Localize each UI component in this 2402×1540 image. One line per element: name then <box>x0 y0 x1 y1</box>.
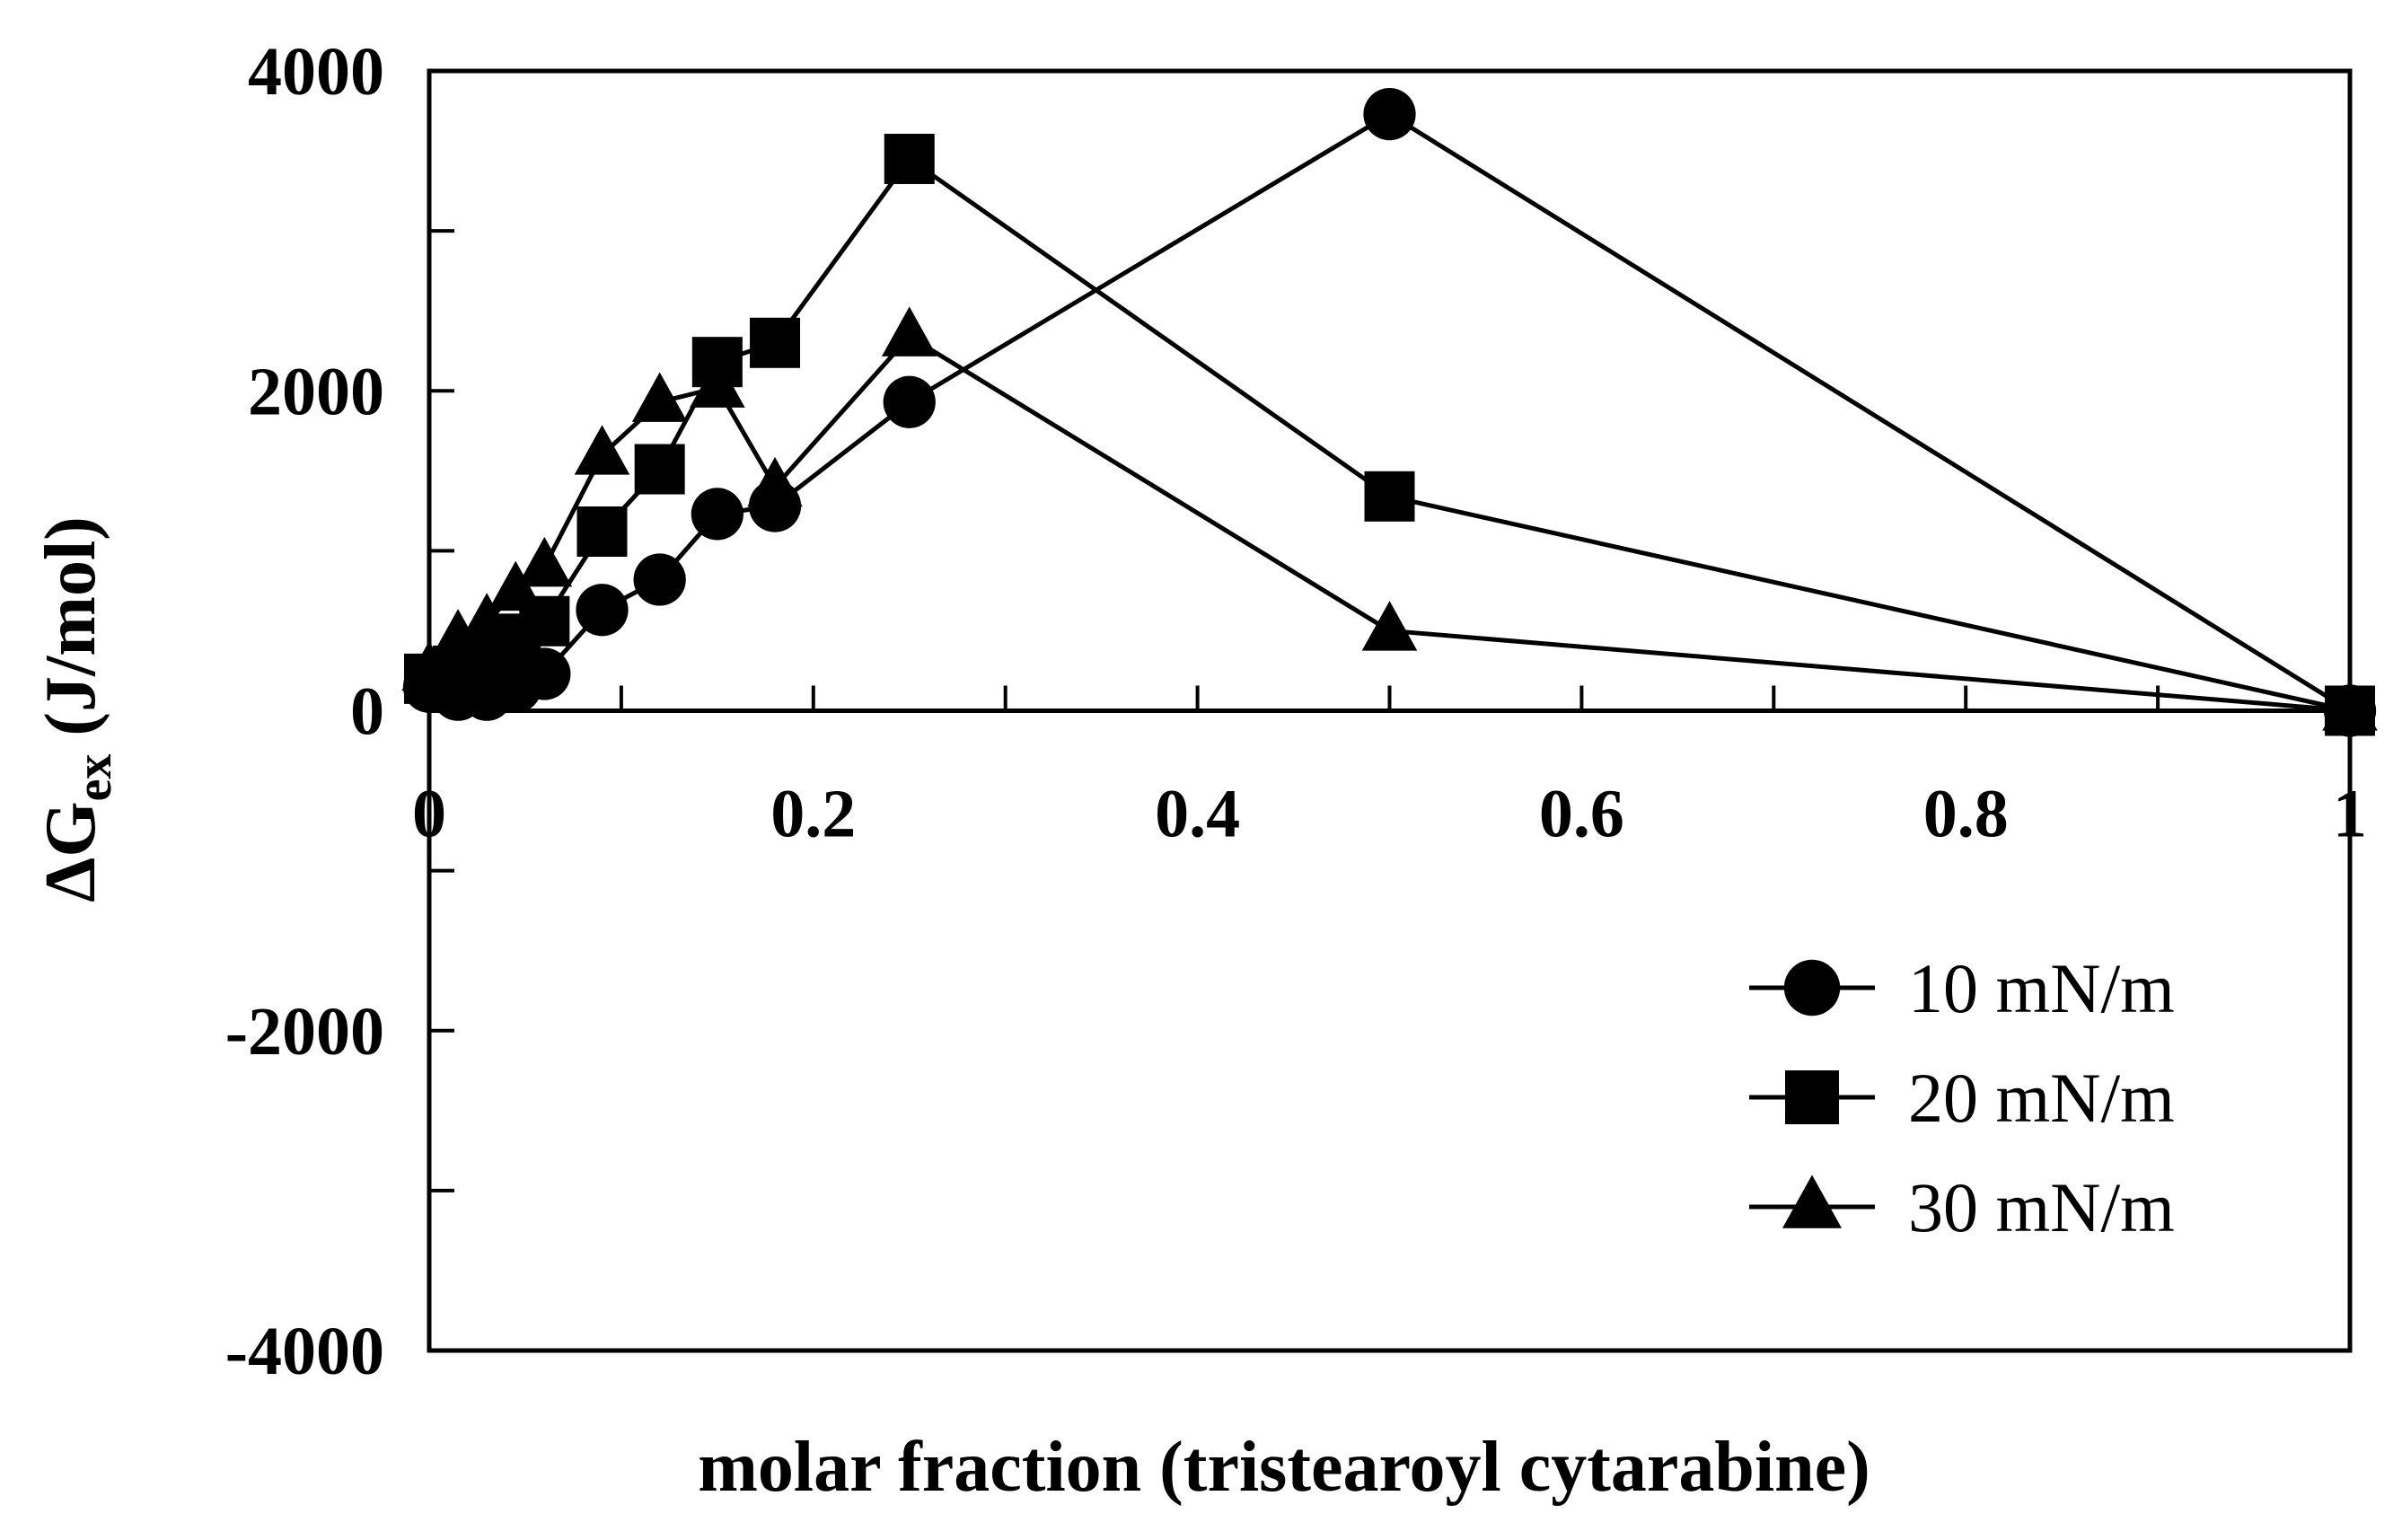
x-tick-label: 0.6 <box>1539 777 1624 852</box>
y-tick-label: 0 <box>350 674 384 750</box>
data-point-square <box>884 133 935 184</box>
data-point-square <box>634 444 685 495</box>
tick-labels: 0 0.2 0.4 0.6 0.8 1 -4000 -2000 0 2000 4000 <box>225 34 2367 1389</box>
data-point-triangle <box>488 560 544 612</box>
data-point-triangle <box>459 593 515 643</box>
data-point-triangle <box>2322 681 2378 731</box>
legend-label: 30 mN/m <box>1908 1168 2175 1246</box>
x-tick-label: 0 <box>412 777 446 852</box>
y-tick-label: 2000 <box>248 354 384 429</box>
y-axis-title: ΔGex (J/mol) <box>31 516 122 902</box>
legend-marker-square <box>1785 1070 1839 1124</box>
y-axis-title-main: ΔG <box>31 801 110 902</box>
x-tick-label: 0.2 <box>770 777 856 852</box>
legend-label: 10 mN/m <box>1908 949 2175 1027</box>
data-point-square <box>750 317 801 368</box>
y-axis-title-unit: (J/mol) <box>31 516 110 753</box>
data-point-triangle <box>881 306 937 356</box>
x-tick-label: 0.8 <box>1923 777 2009 852</box>
data-point-triangle <box>1361 601 1418 651</box>
legend-marker-circle <box>1783 959 1841 1016</box>
legend-marker-triangle <box>1782 1175 1842 1228</box>
data-point-triangle <box>516 536 573 587</box>
data-point-square <box>1364 471 1415 522</box>
data-point-triangle <box>401 640 457 691</box>
y-tick-label: 4000 <box>248 34 384 110</box>
data-point-square <box>576 506 628 557</box>
data-point-triangle <box>690 357 745 408</box>
series-markers <box>401 87 2378 737</box>
y-tick-label: -2000 <box>225 994 384 1069</box>
y-axis-title-sub: ex <box>66 754 122 802</box>
legend: 10 mN/m 20 mN/m 30 mN/m <box>1749 949 2175 1246</box>
data-point-triangle <box>430 609 486 659</box>
data-point-circle <box>633 553 686 606</box>
data-point-circle <box>1363 87 1416 141</box>
data-point-triangle <box>631 372 688 422</box>
data-point-triangle <box>574 425 630 475</box>
x-axis-title: molar fraction (tristearoyl cytarabine) <box>698 1428 1870 1507</box>
x-tick-label: 1 <box>2333 777 2367 852</box>
y-tick-label: -4000 <box>225 1314 384 1389</box>
data-point-triangle <box>747 456 803 507</box>
data-point-circle <box>691 488 743 541</box>
x-tick-label: 0.4 <box>1155 777 1240 852</box>
data-point-circle <box>576 584 629 637</box>
data-point-circle <box>883 375 936 428</box>
legend-label: 20 mN/m <box>1908 1059 2175 1137</box>
